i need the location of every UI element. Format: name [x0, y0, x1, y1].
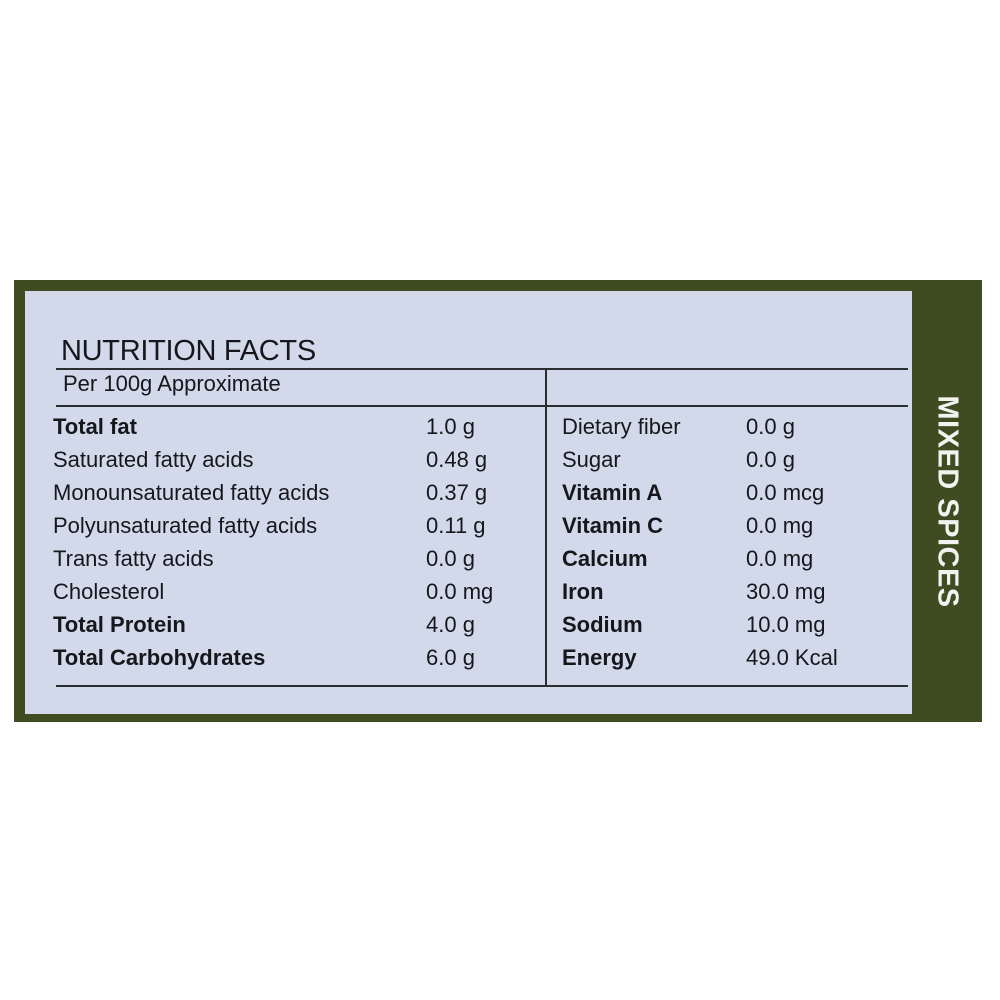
nutrient-value: 0.0 mcg	[746, 480, 825, 505]
nutrient-name: Saturated fatty acids	[53, 447, 254, 472]
divider-header	[56, 405, 908, 407]
nutrient-value: 10.0 mg	[746, 612, 826, 637]
nutrient-name: Sugar	[562, 447, 621, 472]
nutrient-value: 6.0 g	[426, 645, 475, 670]
nutrient-name: Cholesterol	[53, 579, 165, 604]
nutrient-name: Polyunsaturated fatty acids	[53, 513, 318, 538]
column-divider	[545, 368, 547, 685]
nutrient-value: 0.37 g	[426, 480, 488, 505]
nutrient-value: 0.0 g	[426, 546, 475, 571]
nutrient-name: Dietary fiber	[562, 414, 681, 439]
nutrient-name: Vitamin C	[562, 513, 664, 538]
nutrition-panel: NUTRITION FACTS Per 100g Approximate Tot…	[25, 291, 912, 714]
nutrient-value: 0.0 mg	[746, 513, 814, 538]
nutrient-name: Total fat	[53, 414, 137, 439]
nutrient-value: 0.0 mg	[426, 579, 494, 604]
nutrient-value: 4.0 g	[426, 612, 475, 637]
product-name: MIXED SPICES	[931, 394, 964, 608]
nutrient-name: Monounsaturated fatty acids	[53, 480, 330, 505]
nutrient-name: Energy	[562, 645, 637, 670]
nutrient-name: Sodium	[562, 612, 643, 637]
nutrient-name: Trans fatty acids	[53, 546, 214, 571]
serving-basis: Per 100g Approximate	[63, 371, 281, 396]
nutrient-value: 0.0 g	[746, 447, 795, 472]
nutrient-name: Iron	[562, 579, 604, 604]
nutrient-value: 0.0 mg	[746, 546, 814, 571]
nutrient-value: 0.48 g	[426, 447, 488, 472]
nutrient-value: 49.0 Kcal	[746, 645, 838, 670]
nutrition-label: NUTRITION FACTS Per 100g Approximate Tot…	[14, 280, 982, 722]
nutrient-value: 0.11 g	[426, 513, 486, 538]
divider-bottom	[56, 685, 908, 687]
divider-top	[56, 368, 908, 370]
nutrient-value: 30.0 mg	[746, 579, 826, 604]
label-title: NUTRITION FACTS	[61, 335, 316, 367]
nutrient-name: Total Carbohydrates	[53, 645, 266, 670]
nutrient-name: Total Protein	[53, 612, 186, 637]
nutrient-name: Calcium	[562, 546, 648, 571]
product-name-band: MIXED SPICES	[912, 280, 982, 722]
nutrient-value: 0.0 g	[746, 414, 795, 439]
nutrient-name: Vitamin A	[562, 480, 663, 505]
nutrient-value: 1.0 g	[426, 414, 475, 439]
